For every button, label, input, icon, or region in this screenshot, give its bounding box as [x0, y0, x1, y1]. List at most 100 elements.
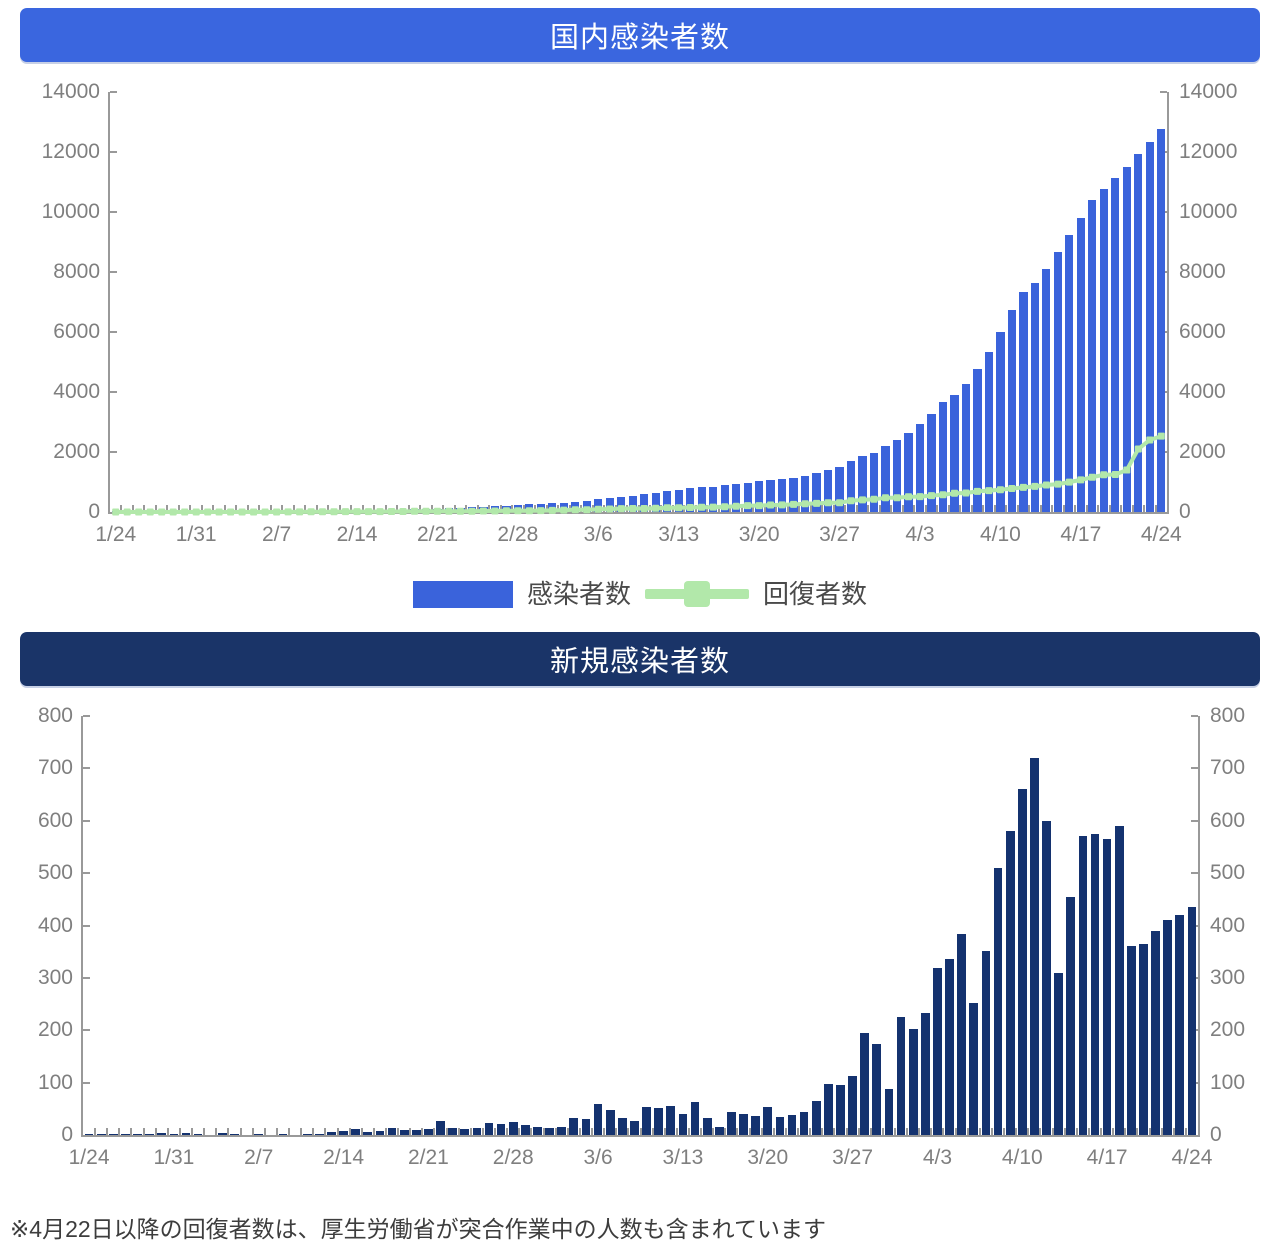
- data-bar: [957, 934, 967, 1135]
- data-bar: [1157, 128, 1166, 512]
- x-tick-mark: [481, 1128, 484, 1135]
- x-tick-mark: [627, 1128, 630, 1135]
- x-tick-mark: [947, 505, 950, 512]
- data-bar: [1030, 757, 1039, 1135]
- line-marker: [1134, 445, 1142, 453]
- x-tick-mark: [881, 1128, 884, 1135]
- x-tick-mark: [453, 505, 456, 512]
- data-bar: [945, 959, 954, 1135]
- data-bar: [811, 1100, 821, 1135]
- data-bar: [1053, 252, 1062, 512]
- x-tick-mark: [1108, 505, 1111, 512]
- y-tick-mark: [1191, 872, 1198, 875]
- y-axis-label: 4000: [53, 380, 100, 403]
- y-tick-mark: [1191, 819, 1198, 822]
- x-tick-mark: [189, 505, 192, 512]
- x-tick-mark: [235, 505, 238, 512]
- data-bar: [835, 466, 844, 512]
- line-marker: [732, 502, 740, 510]
- line-marker: [640, 505, 648, 512]
- x-axis-label: 4/10: [1001, 1146, 1043, 1169]
- data-bar: [848, 1076, 857, 1135]
- data-bar: [121, 1134, 130, 1135]
- x-tick-mark: [763, 505, 766, 512]
- x-axis-label: 2/21: [407, 1146, 449, 1169]
- x-tick-mark: [361, 505, 364, 512]
- data-bar: [674, 489, 683, 512]
- line-marker: [388, 508, 395, 515]
- line-marker: [273, 508, 281, 516]
- line-marker: [261, 508, 269, 516]
- y-axis-label: 400: [1210, 913, 1246, 937]
- line-marker: [548, 506, 556, 514]
- x-tick-mark: [499, 505, 502, 512]
- y-axis-left: [81, 716, 83, 1137]
- x-tick-mark: [407, 505, 410, 512]
- x-axis-label: 3/6: [583, 1146, 613, 1169]
- y-axis-label: 8000: [53, 260, 100, 283]
- x-axis-label: 1/31: [175, 523, 217, 546]
- line-marker: [135, 508, 143, 516]
- x-tick-mark: [421, 1128, 424, 1135]
- legend-infected-label: 感染者数: [526, 579, 631, 609]
- data-bar: [697, 487, 706, 512]
- x-axis-label: 3/27: [819, 523, 860, 546]
- line-marker: [502, 507, 510, 515]
- x-tick-mark: [1184, 1128, 1187, 1135]
- line-marker: [629, 505, 637, 512]
- x-tick-mark: [212, 505, 215, 512]
- x-tick-mark: [1097, 505, 1100, 512]
- x-tick-mark: [338, 505, 341, 512]
- line-marker: [1065, 478, 1073, 486]
- x-tick-mark: [433, 1128, 436, 1135]
- x-tick-mark: [200, 505, 203, 512]
- y-axis-label: 12000: [1179, 140, 1238, 163]
- x-axis-label: 2/28: [497, 523, 539, 546]
- data-bar: [973, 368, 982, 512]
- x-tick-mark: [227, 1128, 230, 1135]
- y-tick-mark: [83, 767, 90, 770]
- line-marker: [1042, 481, 1050, 489]
- x-tick-mark: [954, 1128, 957, 1135]
- line-marker: [973, 487, 981, 495]
- y-axis-right: [1198, 716, 1200, 1137]
- x-tick-mark: [94, 1128, 97, 1135]
- y-axis-label: 700: [37, 756, 73, 780]
- x-tick-mark: [1154, 505, 1157, 512]
- line-marker: [1031, 482, 1039, 490]
- y-axis-label: 14000: [1179, 80, 1238, 103]
- x-tick-mark: [530, 1128, 533, 1135]
- x-tick-mark: [518, 1128, 521, 1135]
- x-tick-mark: [223, 505, 226, 512]
- x-axis-label: 3/27: [832, 1146, 874, 1169]
- x-tick-mark: [350, 505, 353, 512]
- x-tick-mark: [687, 1128, 690, 1135]
- x-tick-mark: [906, 1128, 909, 1135]
- x-tick-mark: [724, 1128, 727, 1135]
- x-tick-mark: [1039, 505, 1042, 512]
- x-axis-label: 2/21: [417, 523, 458, 546]
- data-bar: [145, 1134, 154, 1135]
- x-tick-mark: [239, 1128, 242, 1135]
- x-tick-mark: [178, 1128, 181, 1135]
- line-marker: [1088, 473, 1096, 481]
- x-axis-label: 4/3: [905, 523, 935, 546]
- line-marker: [204, 508, 212, 516]
- data-bar: [254, 1134, 264, 1135]
- line-marker: [169, 508, 177, 516]
- data-bar: [545, 1127, 554, 1135]
- data-bar: [96, 1134, 106, 1135]
- line-marker: [376, 508, 384, 516]
- data-bar: [872, 1044, 882, 1135]
- data-bar: [789, 477, 798, 512]
- x-tick-mark: [281, 505, 284, 512]
- data-bar: [686, 488, 695, 512]
- data-bar: [1088, 200, 1097, 512]
- data-bar: [751, 1116, 760, 1135]
- data-bar: [927, 413, 936, 512]
- x-axis-label: 2/14: [336, 523, 378, 546]
- data-bar: [993, 867, 1003, 1135]
- data-bar: [1076, 217, 1085, 512]
- data-bar: [628, 495, 637, 512]
